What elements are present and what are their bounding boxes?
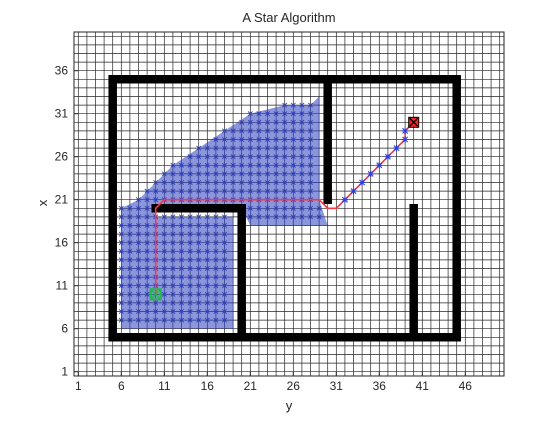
path-point xyxy=(358,179,366,186)
x-tick-label: 16 xyxy=(201,379,215,393)
x-tick-label: 31 xyxy=(330,379,344,393)
chart-title: A Star Algorithm xyxy=(242,10,335,25)
y-axis-label: x xyxy=(35,199,50,206)
y-tick-label: 1 xyxy=(61,365,68,379)
x-tick-label: 46 xyxy=(459,379,473,393)
x-tick-label: 41 xyxy=(416,379,430,393)
start-cross xyxy=(150,288,162,300)
y-tick-label: 11 xyxy=(56,279,69,293)
x-axis-label: y xyxy=(286,398,293,413)
y-tick-label: 26 xyxy=(55,150,69,164)
y-tick-label: 6 xyxy=(61,322,68,336)
y-tick-label: 16 xyxy=(55,236,69,250)
path-point xyxy=(401,136,409,143)
path-point xyxy=(367,170,374,178)
y-tick-label: 36 xyxy=(55,64,69,78)
y-tick-label: 21 xyxy=(55,193,69,207)
path-point xyxy=(393,144,400,152)
goal-cross xyxy=(409,117,419,127)
x-tick-label: 36 xyxy=(373,379,387,393)
endpoints-layer xyxy=(149,116,420,301)
path-line xyxy=(154,121,415,295)
x-tick-label: 11 xyxy=(158,379,171,393)
path-point xyxy=(376,162,383,169)
path-point xyxy=(341,196,349,203)
start-marker xyxy=(149,288,162,301)
path-point xyxy=(401,127,409,135)
x-tick-label: 21 xyxy=(244,379,258,393)
axes-box xyxy=(73,31,505,377)
explored-area xyxy=(121,96,328,329)
y-tick-label: 31 xyxy=(55,107,69,121)
x-tick-label: 26 xyxy=(287,379,301,393)
x-tick-label: 6 xyxy=(118,379,125,393)
path-point xyxy=(384,153,392,160)
path-point xyxy=(350,187,357,195)
walls-layer xyxy=(108,75,461,342)
x-tick-label: 1 xyxy=(75,379,82,393)
